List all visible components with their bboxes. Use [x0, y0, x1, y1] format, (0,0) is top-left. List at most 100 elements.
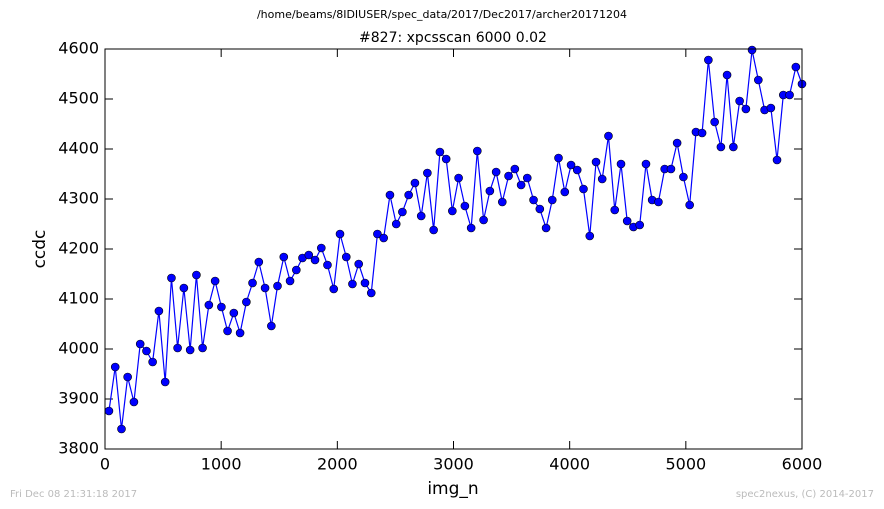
data-point	[104, 406, 114, 416]
x-tick-label: 5000	[665, 455, 706, 474]
data-point	[110, 362, 120, 372]
data-point	[292, 265, 301, 275]
data-point	[123, 372, 132, 382]
data-point	[535, 204, 545, 214]
data-point	[491, 167, 501, 177]
data-point	[710, 117, 719, 127]
data-point	[541, 223, 551, 233]
y-tick-label: 4200	[58, 239, 99, 258]
y-axis-label: ccdc	[30, 230, 50, 269]
y-tick-label: 4600	[58, 39, 99, 58]
x-tick-label: 6000	[782, 455, 823, 474]
data-point	[192, 270, 201, 280]
data-line	[108, 49, 803, 430]
footer-left: Fri Dec 08 21:31:18 2017	[10, 489, 137, 500]
data-point	[572, 165, 582, 175]
data-point	[685, 200, 694, 210]
data-point	[591, 157, 601, 167]
data-point	[348, 279, 357, 289]
data-point	[423, 168, 432, 178]
data-point	[722, 70, 732, 80]
data-point	[716, 142, 726, 152]
data-point	[579, 184, 588, 194]
data-point	[267, 321, 276, 331]
data-point	[547, 195, 557, 205]
data-point	[341, 252, 351, 262]
data-point	[529, 195, 538, 205]
data-point	[747, 45, 757, 55]
x-tick-label: 3000	[433, 455, 474, 474]
data-point	[198, 343, 207, 353]
data-point	[329, 284, 339, 294]
data-point	[416, 211, 426, 221]
x-tick-label: 4000	[549, 455, 590, 474]
data-point	[398, 207, 407, 217]
data-point	[229, 308, 239, 318]
data-point	[254, 257, 264, 267]
data-point	[204, 300, 214, 310]
data-point	[260, 283, 270, 293]
data-point	[154, 306, 164, 316]
data-point	[385, 190, 395, 200]
y-tick-label: 4300	[58, 189, 99, 208]
data-point	[679, 172, 688, 182]
data-point	[167, 273, 176, 283]
data-point	[616, 159, 626, 169]
data-point	[735, 96, 744, 106]
data-point	[323, 260, 332, 270]
data-point	[510, 164, 520, 174]
data-point	[379, 233, 388, 243]
data-point	[697, 128, 707, 138]
data-point	[704, 55, 713, 65]
plot-frame	[104, 48, 803, 450]
data-point	[666, 164, 676, 174]
data-point	[497, 197, 507, 207]
data-point	[448, 206, 457, 216]
data-point	[242, 297, 251, 307]
data-point	[429, 225, 438, 235]
data-point	[223, 326, 232, 336]
data-point	[217, 302, 226, 312]
data-point	[479, 215, 488, 225]
chart-title: #827: xpcsscan 6000 0.02	[359, 30, 547, 46]
data-point	[360, 278, 370, 288]
data-point	[610, 205, 620, 215]
data-point	[454, 173, 463, 183]
x-tick-label: 0	[100, 455, 110, 474]
data-point	[741, 104, 751, 114]
data-point	[466, 223, 476, 233]
data-point	[366, 288, 376, 298]
data-point	[554, 153, 563, 163]
footer-right: spec2nexus, (C) 2014-2017	[736, 489, 874, 500]
data-point	[173, 343, 182, 353]
data-point	[335, 229, 345, 239]
data-point	[635, 220, 645, 230]
data-point	[785, 90, 794, 100]
x-axis-label: img_n	[427, 479, 478, 499]
data-point	[672, 138, 682, 148]
data-point	[654, 197, 663, 207]
data-point	[516, 180, 526, 190]
data-point	[179, 283, 189, 293]
data-point	[129, 397, 139, 407]
data-point	[473, 146, 482, 156]
data-point	[354, 259, 364, 269]
data-point	[142, 346, 151, 356]
y-tick-label: 3800	[58, 439, 99, 458]
data-point	[148, 357, 157, 367]
data-point	[404, 190, 413, 200]
data-point	[410, 178, 420, 188]
y-tick-label: 3900	[58, 389, 99, 408]
data-point	[597, 174, 607, 184]
data-point	[248, 278, 257, 288]
data-point	[210, 276, 220, 286]
data-point	[435, 147, 445, 157]
data-point	[135, 339, 145, 349]
data-point	[485, 186, 495, 196]
data-point	[566, 160, 576, 170]
data-point	[160, 377, 170, 387]
data-point	[604, 131, 613, 141]
data-point	[791, 62, 801, 72]
data-point	[117, 424, 126, 434]
